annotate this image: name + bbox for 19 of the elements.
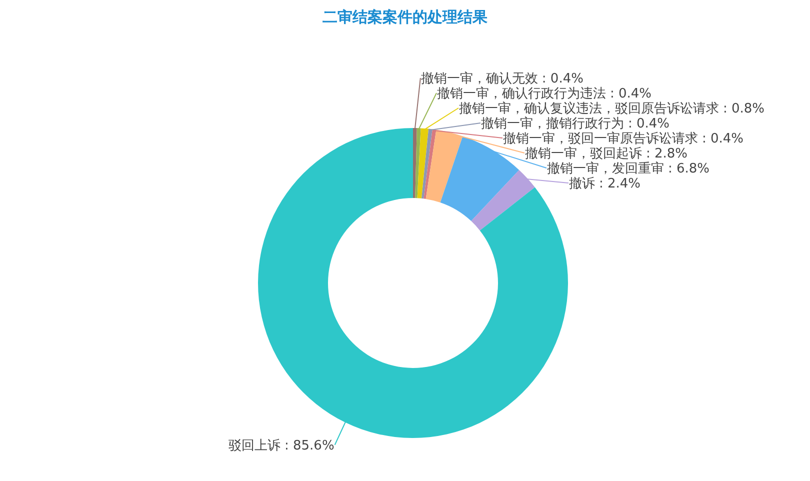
slice-label: 撤诉 — [569, 176, 595, 192]
data-label: : 85.6% — [284, 438, 334, 454]
data-label: : 0.4% — [542, 72, 584, 87]
slice-label: 撤销一审，驳回一审原告诉讼请求 — [503, 130, 698, 147]
slice-label: 撤销一审，确认复议违法，驳回原告诉讼请求 — [459, 100, 719, 117]
slice-label: 撤销一审，确认行政行为违法 — [437, 86, 606, 102]
slice-label: 驳回上诉 — [228, 438, 281, 454]
data-label: : 0.8% — [723, 102, 765, 117]
slice-label: 撤销一审，确认无效 — [420, 70, 538, 87]
slice-label: 撤销一审，撤销行政行为 — [481, 116, 624, 132]
data-label: : 0.4% — [610, 86, 652, 102]
slice-label: 撤销一审，驳回起诉 — [525, 146, 642, 162]
data-label: : 6.8% — [668, 162, 710, 177]
data-label: : 2.8% — [646, 146, 688, 162]
slice-label: 撤销一审，发回重审 — [547, 160, 664, 177]
data-label: : 0.4% — [628, 116, 670, 132]
data-label: : 0.4% — [702, 132, 744, 147]
chart-title: 二审结案案件的处理结果 — [322, 8, 488, 26]
data-label: : 2.4% — [599, 176, 641, 192]
